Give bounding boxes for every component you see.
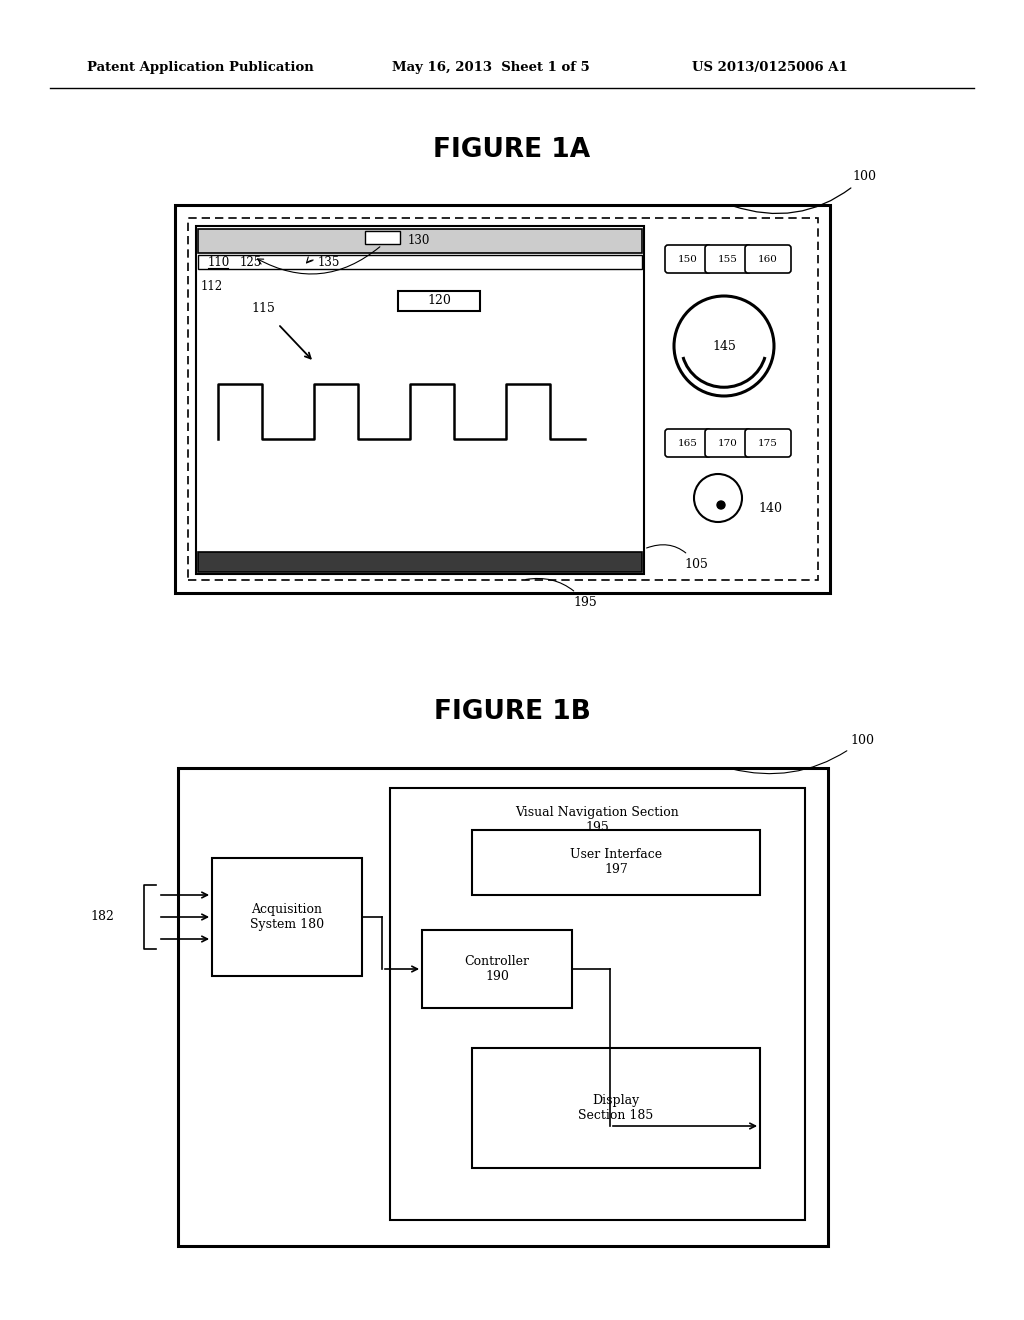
Bar — [390, 788, 805, 1220]
Text: Visual Navigation Section
195: Visual Navigation Section 195 — [515, 807, 679, 834]
Bar — [472, 830, 760, 895]
Bar — [398, 290, 480, 312]
Text: 160: 160 — [758, 255, 778, 264]
Bar — [198, 228, 642, 253]
Text: 130: 130 — [408, 235, 430, 248]
Bar — [188, 218, 818, 579]
Bar — [212, 858, 362, 975]
Bar — [175, 205, 830, 593]
Text: 100: 100 — [732, 170, 876, 214]
Text: 140: 140 — [758, 502, 782, 515]
Text: US 2013/0125006 A1: US 2013/0125006 A1 — [692, 62, 848, 74]
Bar — [178, 768, 828, 1246]
Text: 182: 182 — [90, 911, 114, 924]
Bar — [198, 552, 642, 572]
Text: 112: 112 — [201, 281, 223, 293]
Text: User Interface
197: User Interface 197 — [570, 847, 663, 876]
Text: 150: 150 — [678, 255, 698, 264]
Bar — [472, 1048, 760, 1168]
Circle shape — [717, 502, 725, 510]
FancyBboxPatch shape — [665, 429, 711, 457]
Text: Controller
190: Controller 190 — [465, 954, 529, 983]
Bar — [365, 231, 400, 244]
FancyBboxPatch shape — [745, 429, 791, 457]
Text: 170: 170 — [718, 438, 738, 447]
Text: 125: 125 — [240, 256, 262, 268]
Text: 115: 115 — [251, 302, 274, 315]
Text: 105: 105 — [646, 545, 708, 570]
Text: 120: 120 — [427, 294, 451, 308]
Text: Display
Section 185: Display Section 185 — [579, 1094, 653, 1122]
FancyBboxPatch shape — [705, 246, 751, 273]
Text: 135: 135 — [318, 256, 340, 268]
Text: 155: 155 — [718, 255, 738, 264]
Bar — [422, 931, 572, 1008]
Bar — [198, 255, 642, 269]
Text: Patent Application Publication: Patent Application Publication — [87, 62, 313, 74]
Bar — [196, 226, 644, 574]
FancyBboxPatch shape — [745, 246, 791, 273]
Text: 100: 100 — [731, 734, 874, 774]
Text: 175: 175 — [758, 438, 778, 447]
FancyBboxPatch shape — [665, 246, 711, 273]
FancyBboxPatch shape — [705, 429, 751, 457]
Text: FIGURE 1B: FIGURE 1B — [433, 700, 591, 725]
Text: 195: 195 — [525, 578, 597, 609]
Text: 110: 110 — [208, 256, 230, 268]
Text: Acquisition
System 180: Acquisition System 180 — [250, 903, 324, 931]
Text: 145: 145 — [712, 339, 736, 352]
Text: May 16, 2013  Sheet 1 of 5: May 16, 2013 Sheet 1 of 5 — [392, 62, 590, 74]
Text: 165: 165 — [678, 438, 698, 447]
Text: FIGURE 1A: FIGURE 1A — [433, 137, 591, 162]
